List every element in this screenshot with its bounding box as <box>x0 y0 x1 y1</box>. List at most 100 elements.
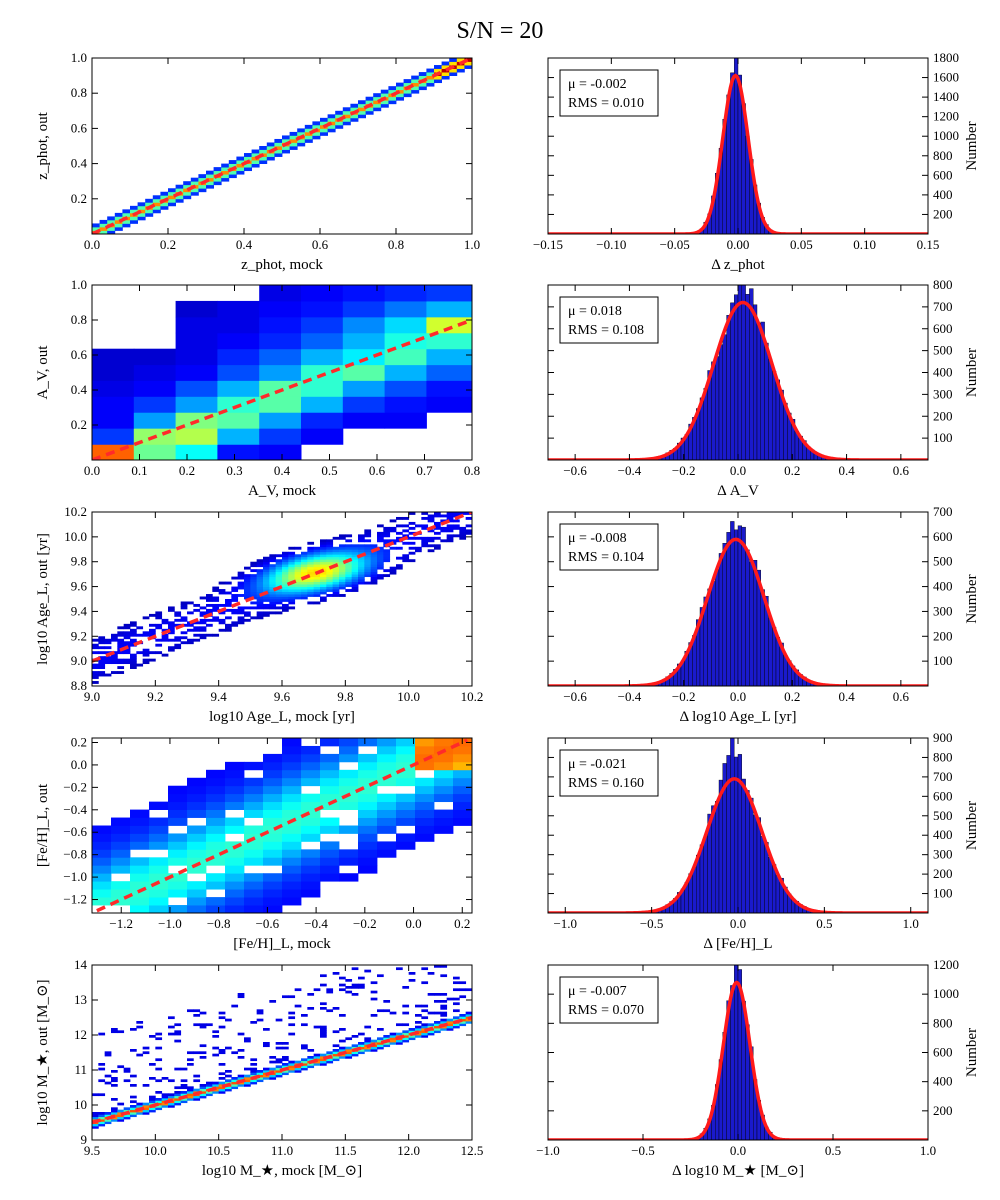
heatmap-cell <box>339 566 346 570</box>
heatmap-cell <box>453 988 460 992</box>
heatmap-cell <box>288 546 296 550</box>
heatmap-cell <box>426 82 435 87</box>
y-tick-label: 600 <box>933 167 953 182</box>
y-tick-label: 10 <box>74 1097 87 1112</box>
heatmap-cell <box>269 603 277 607</box>
heatmap-cell <box>301 753 321 763</box>
heatmap-cell <box>145 202 154 207</box>
heatmap-cell <box>111 1079 118 1083</box>
heatmap-cell <box>342 117 351 122</box>
heatmap-cell <box>263 603 270 607</box>
heatmap-cell <box>263 586 270 590</box>
heatmap-cell <box>307 569 315 573</box>
heatmap-cell <box>358 849 378 858</box>
heatmap-cell <box>421 1023 429 1027</box>
x-tick-label: 0.8 <box>464 463 480 478</box>
heatmap-cell <box>408 531 416 535</box>
heatmap-cell <box>364 1042 372 1045</box>
heatmap-cell <box>301 561 308 565</box>
heatmap-cell <box>168 1093 175 1097</box>
heatmap-cell <box>282 745 302 755</box>
heatmap-cell <box>320 974 327 978</box>
heatmap-cell <box>130 817 150 826</box>
heatmap-cell <box>104 1051 112 1055</box>
heatmap-cell <box>332 574 340 578</box>
heatmap-cell <box>225 608 232 612</box>
heatmap-cell <box>307 581 315 585</box>
heatmap-cell <box>149 881 169 890</box>
heatmap-cell <box>456 68 465 73</box>
heatmap-cell <box>282 1056 289 1059</box>
heatmap-cell <box>446 516 454 520</box>
heatmap-cell <box>313 586 321 590</box>
heatmap-cell <box>282 571 289 575</box>
heatmap-cell <box>326 589 334 592</box>
heatmap-cell <box>415 801 435 810</box>
heatmap-cell <box>250 1070 258 1073</box>
heatmap-cell <box>339 1056 346 1059</box>
heatmap-cell <box>92 1114 99 1118</box>
heatmap-cell <box>365 96 374 101</box>
heatmap-cell <box>345 554 353 558</box>
heatmap-cell <box>396 82 404 87</box>
heatmap-cell <box>256 1009 264 1013</box>
heatmap-cell <box>288 1023 296 1027</box>
heatmap-cell <box>370 564 378 568</box>
heatmap-cell <box>426 380 472 397</box>
heatmap-cell <box>263 596 270 600</box>
heatmap-cell <box>408 559 416 563</box>
heatmap-cell <box>212 589 220 592</box>
heatmap-cell <box>453 519 460 523</box>
heatmap-cell <box>206 777 226 787</box>
heatmap-cell <box>114 216 123 221</box>
heatmap-cell <box>370 554 378 558</box>
heatmap-cell <box>130 623 137 627</box>
heatmap-cell <box>301 594 308 597</box>
heatmap-cell <box>326 571 334 575</box>
heatmap-cell <box>339 1028 346 1031</box>
heatmap-cell <box>383 554 391 558</box>
heatmap-cell <box>168 623 175 627</box>
heatmap-cell <box>123 1114 131 1118</box>
y-tick-label: 9.0 <box>71 653 87 668</box>
heatmap-cell <box>107 226 116 231</box>
x-tick-label: −0.10 <box>596 237 626 252</box>
one-to-one-line <box>92 58 472 234</box>
heatmap-cell <box>92 849 112 858</box>
heatmap-cell <box>294 988 302 992</box>
heatmap-cell <box>327 117 336 122</box>
heatmap-cell <box>231 576 239 580</box>
heatmap-cell <box>199 613 207 617</box>
heatmap-cell <box>335 114 344 119</box>
heatmap-cell <box>212 1053 220 1057</box>
heatmap-cell <box>377 745 397 755</box>
histogram-bar <box>745 790 750 913</box>
heatmap-cell <box>358 801 378 810</box>
heatmap-cell <box>206 809 226 818</box>
heatmap-cell <box>282 599 289 602</box>
heatmap-cell <box>269 596 277 600</box>
heatmap-cell <box>358 865 378 874</box>
heatmap-cell <box>155 1105 163 1108</box>
heatmap-cell <box>282 594 289 597</box>
heatmap-cell <box>187 1063 194 1066</box>
heatmap-cell <box>415 1014 422 1017</box>
histogram-bar <box>741 526 746 686</box>
heatmap-cell <box>282 581 289 585</box>
y-tick-label: 0.4 <box>71 156 88 171</box>
heatmap-cell <box>122 219 131 224</box>
heatmap-cell <box>217 380 260 397</box>
heatmap-cell <box>98 641 106 645</box>
heatmap-cell <box>453 976 460 980</box>
x-tick-label: 10.0 <box>144 1143 167 1158</box>
heatmap-cell <box>275 576 283 580</box>
heatmap-cell <box>244 586 251 590</box>
heatmap-cell <box>427 972 435 975</box>
heatmap-cell <box>244 1074 251 1078</box>
heatmap-cell <box>320 849 340 858</box>
heatmap-cell <box>263 841 283 850</box>
heatmap-cell <box>175 380 218 397</box>
x-tick-label: 1.0 <box>464 237 480 252</box>
heatmap-cell <box>263 564 270 568</box>
heatmap-cell <box>307 579 315 582</box>
